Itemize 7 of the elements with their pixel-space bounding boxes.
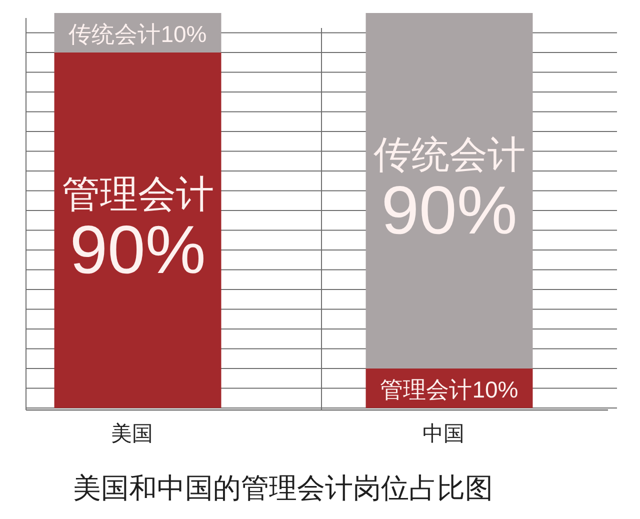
x-tick-label: 美国 (110, 422, 153, 446)
data-label: 管理会计10% (380, 376, 518, 402)
data-label: 传统会计10% (68, 20, 207, 47)
data-label: 管理会计 90% (62, 174, 214, 288)
data-label: 传统会计 90% (373, 134, 526, 249)
text: 美国和中国的管理会计岗位占比图 (73, 472, 493, 504)
x-tick-label: 中国 (422, 422, 464, 446)
